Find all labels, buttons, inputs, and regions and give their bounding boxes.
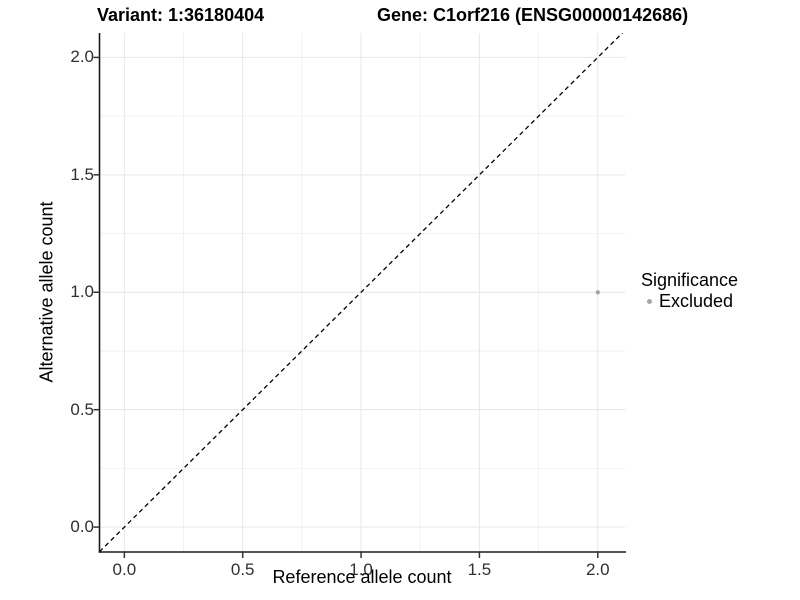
- legend-item-label: Excluded: [659, 291, 734, 311]
- x-tick-label: 0.5: [230, 560, 255, 579]
- x-tick-label: 2.0: [585, 560, 610, 579]
- y-tick-label: 1.5: [70, 164, 94, 184]
- legend-key-dot-icon: [647, 299, 652, 304]
- data-point-excluded: [595, 290, 600, 295]
- variant-title: Variant: 1:36180404: [97, 5, 265, 25]
- x-tick-label: 0.0: [112, 560, 137, 579]
- legend-items: Excluded: [641, 291, 738, 312]
- legend-title: Significance: [641, 270, 739, 290]
- y-axis-title: Alternative allele count: [36, 201, 57, 383]
- x-tick-label: 1.0: [349, 560, 373, 579]
- x-tick-label: 1.5: [467, 560, 492, 579]
- y-tick-label: 2.0: [70, 47, 94, 67]
- x-axis-title: Reference allele count: [272, 567, 452, 587]
- legend-item-excluded: Excluded: [641, 291, 738, 312]
- y-tick-label: 0.5: [70, 399, 94, 419]
- y-tick-label: 0.0: [70, 517, 94, 537]
- gene-title: Gene: C1orf216 (ENSG00000142686): [377, 5, 689, 25]
- legend: Significance Excluded: [641, 270, 738, 312]
- y-tick-label: 1.0: [70, 282, 94, 302]
- identity-dashed-line: [99, 33, 624, 552]
